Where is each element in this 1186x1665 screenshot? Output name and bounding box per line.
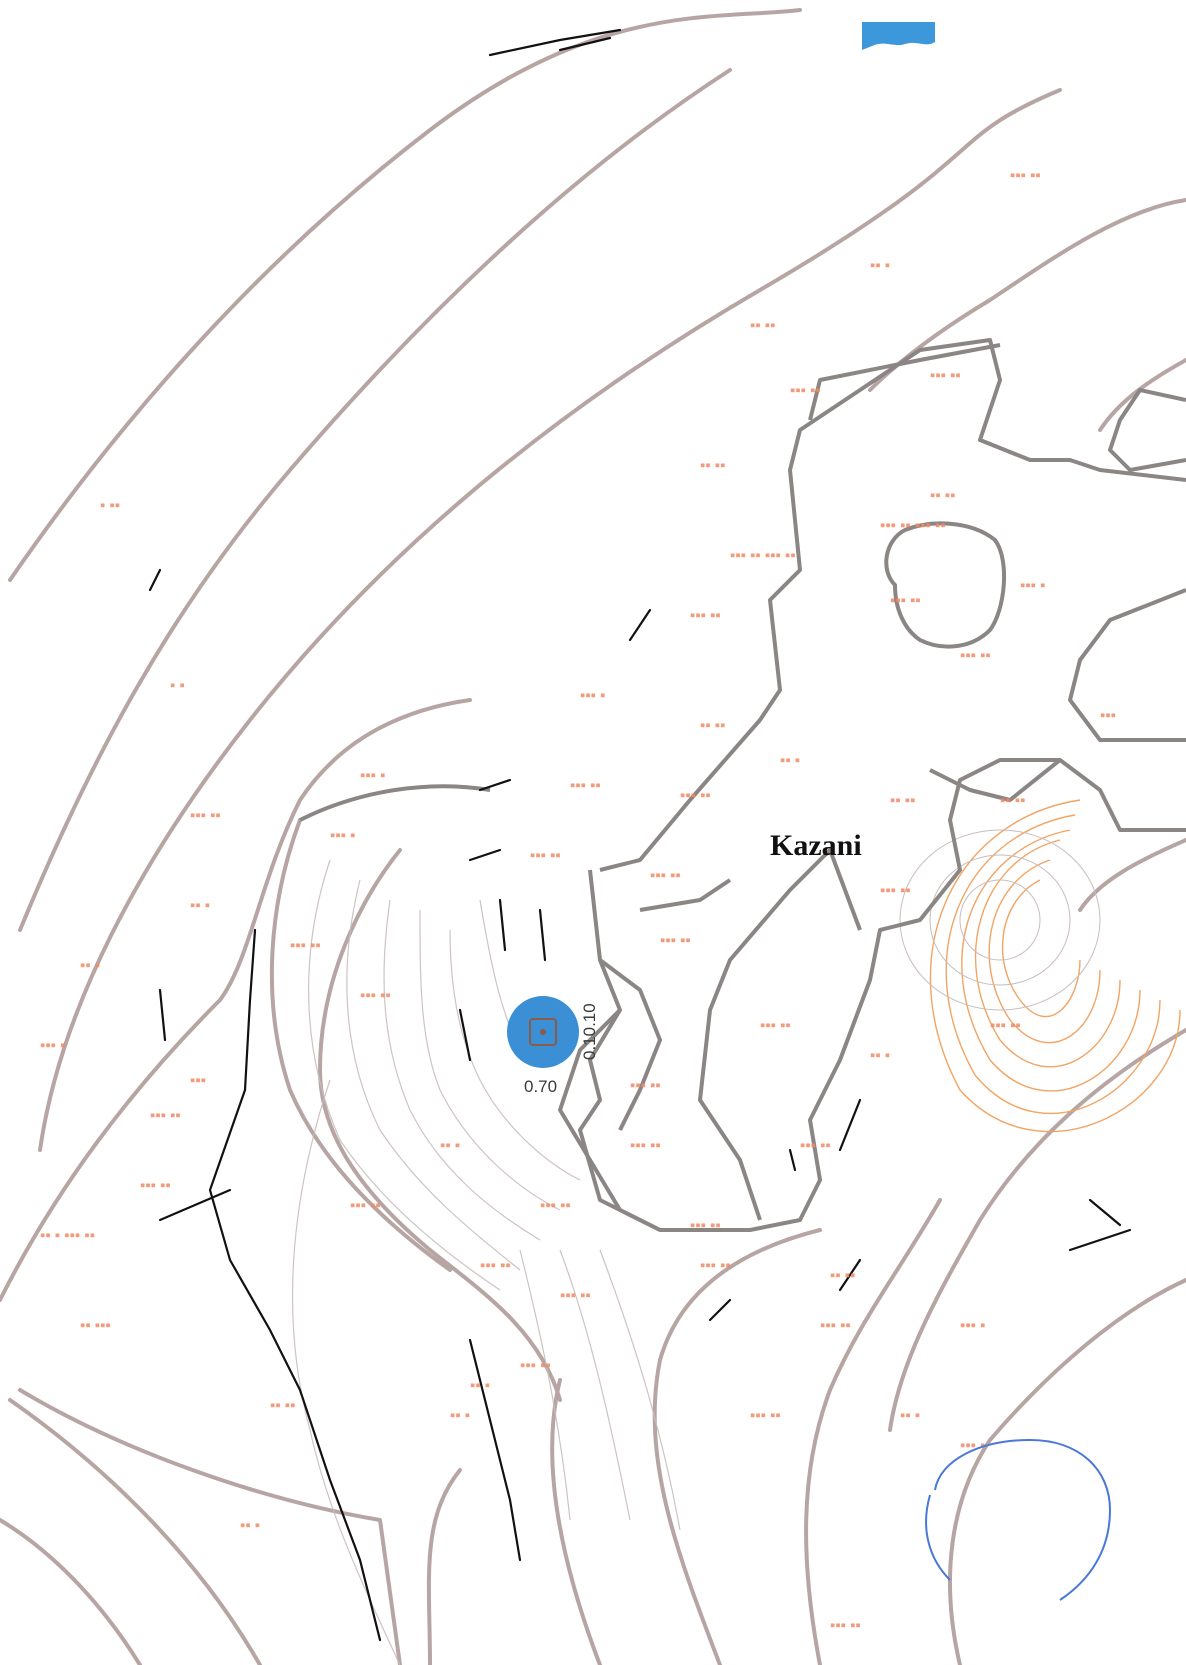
svg-text:▪▪ ▪: ▪▪ ▪ bbox=[900, 1407, 920, 1424]
svg-text:▪▪▪ ▪▪: ▪▪▪ ▪▪ bbox=[570, 777, 601, 794]
svg-text:▪▪▪ ▪▪ ▪▪▪ ▪▪: ▪▪▪ ▪▪ ▪▪▪ ▪▪ bbox=[880, 517, 946, 534]
svg-text:▪▪▪ ▪▪: ▪▪▪ ▪▪ bbox=[690, 607, 721, 624]
svg-text:▪▪▪ ▪▪: ▪▪▪ ▪▪ bbox=[140, 1177, 171, 1194]
svg-text:▪▪▪ ▪▪: ▪▪▪ ▪▪ bbox=[700, 1257, 731, 1274]
svg-text:▪▪▪ ▪▪: ▪▪▪ ▪▪ bbox=[990, 1017, 1021, 1034]
stamp-seal-icon bbox=[925, 1438, 1112, 1601]
svg-text:▪▪ ▪▪: ▪▪ ▪▪ bbox=[700, 457, 725, 474]
svg-text:▪▪ ▪▪▪: ▪▪ ▪▪▪ bbox=[80, 1317, 111, 1334]
svg-text:▪▪▪ ▪▪: ▪▪▪ ▪▪ bbox=[360, 987, 391, 1004]
svg-text:▪▪▪ ▪▪: ▪▪▪ ▪▪ bbox=[790, 382, 821, 399]
svg-text:▪▪▪ ▪▪: ▪▪▪ ▪▪ bbox=[150, 1107, 181, 1124]
minor-contours bbox=[292, 859, 681, 1665]
elevation-labels: ▪▪▪ ▪▪ ▪▪ ▪ ▪▪ ▪▪ ▪▪▪ ▪▪ ▪▪▪ ▪▪ ▪▪ ▪▪ ▪▪… bbox=[40, 167, 1116, 1634]
svg-text:▪▪▪ ▪▪: ▪▪▪ ▪▪ bbox=[190, 807, 221, 824]
svg-text:▪▪ ▪: ▪▪ ▪ bbox=[80, 957, 100, 974]
svg-text:▪▪▪: ▪▪▪ bbox=[1100, 707, 1116, 724]
svg-text:▪▪ ▪: ▪▪ ▪ bbox=[470, 1377, 490, 1394]
svg-text:▪▪▪ ▪▪: ▪▪▪ ▪▪ bbox=[960, 647, 991, 664]
svg-text:▪▪ ▪▪: ▪▪ ▪▪ bbox=[890, 792, 915, 809]
parcel-boundaries bbox=[299, 338, 1186, 1232]
place-name: Kazani bbox=[770, 829, 862, 862]
svg-text:▪▪ ▪▪: ▪▪ ▪▪ bbox=[750, 317, 775, 334]
svg-text:▪▪▪ ▪▪: ▪▪▪ ▪▪ bbox=[690, 1217, 721, 1234]
scanned-ink-lines bbox=[148, 28, 1132, 1642]
svg-text:▪▪ ▪: ▪▪ ▪ bbox=[190, 897, 210, 914]
orange-hill-arcs bbox=[899, 799, 1181, 1133]
marker-label-right: 0.10.10 bbox=[580, 1003, 599, 1060]
corner-flag-icon bbox=[862, 22, 935, 50]
major-contours bbox=[0, 8, 1186, 1665]
svg-text:▪▪▪ ▪▪: ▪▪▪ ▪▪ bbox=[350, 1197, 381, 1214]
svg-text:▪▪▪ ▪▪: ▪▪▪ ▪▪ bbox=[480, 1257, 511, 1274]
svg-text:▪▪▪ ▪▪: ▪▪▪ ▪▪ bbox=[890, 592, 921, 609]
svg-text:▪▪▪ ▪: ▪▪▪ ▪ bbox=[360, 767, 385, 784]
svg-text:▪▪ ▪: ▪▪ ▪ bbox=[450, 1407, 470, 1424]
svg-text:▪▪▪ ▪: ▪▪▪ ▪ bbox=[580, 687, 605, 704]
svg-text:▪▪ ▪▪: ▪▪ ▪▪ bbox=[830, 1267, 855, 1284]
point-marker-icon bbox=[529, 1018, 557, 1046]
svg-text:▪▪▪ ▪▪: ▪▪▪ ▪▪ bbox=[1010, 167, 1041, 184]
location-marker[interactable] bbox=[507, 996, 579, 1068]
svg-text:▪ ▪: ▪ ▪ bbox=[170, 677, 185, 694]
svg-text:▪▪▪ ▪▪: ▪▪▪ ▪▪ bbox=[800, 1137, 831, 1154]
svg-text:▪▪ ▪: ▪▪ ▪ bbox=[780, 752, 800, 769]
svg-text:▪▪ ▪: ▪▪ ▪ bbox=[870, 1047, 890, 1064]
svg-text:▪▪ ▪ ▪▪▪ ▪▪: ▪▪ ▪ ▪▪▪ ▪▪ bbox=[40, 1227, 95, 1244]
svg-text:▪▪▪ ▪▪: ▪▪▪ ▪▪ bbox=[530, 847, 561, 864]
svg-text:▪▪▪ ▪: ▪▪▪ ▪ bbox=[960, 1437, 985, 1454]
svg-text:▪▪▪ ▪▪: ▪▪▪ ▪▪ bbox=[660, 932, 691, 949]
svg-text:▪▪▪ ▪: ▪▪▪ ▪ bbox=[40, 1037, 65, 1054]
svg-text:▪▪▪ ▪▪ ▪▪▪ ▪▪: ▪▪▪ ▪▪ ▪▪▪ ▪▪ bbox=[730, 547, 796, 564]
svg-text:▪▪▪ ▪▪: ▪▪▪ ▪▪ bbox=[540, 1197, 571, 1214]
svg-text:▪▪▪ ▪▪: ▪▪▪ ▪▪ bbox=[680, 787, 711, 804]
svg-text:▪▪▪: ▪▪▪ bbox=[190, 1072, 206, 1089]
svg-text:▪▪▪ ▪▪: ▪▪▪ ▪▪ bbox=[750, 1407, 781, 1424]
svg-text:▪▪ ▪▪: ▪▪ ▪▪ bbox=[270, 1397, 295, 1414]
svg-text:▪▪ ▪▪: ▪▪ ▪▪ bbox=[930, 487, 955, 504]
svg-text:▪▪▪ ▪: ▪▪▪ ▪ bbox=[960, 1317, 985, 1334]
svg-text:▪▪ ▪▪: ▪▪ ▪▪ bbox=[1000, 792, 1025, 809]
svg-text:▪▪▪ ▪▪: ▪▪▪ ▪▪ bbox=[630, 1077, 661, 1094]
marker-label-bottom: 0.70 bbox=[524, 1077, 557, 1096]
svg-text:▪▪▪ ▪: ▪▪▪ ▪ bbox=[1020, 577, 1045, 594]
svg-text:▪▪ ▪▪: ▪▪ ▪▪ bbox=[700, 717, 725, 734]
svg-text:▪▪▪ ▪▪: ▪▪▪ ▪▪ bbox=[290, 937, 321, 954]
svg-text:▪▪▪ ▪▪: ▪▪▪ ▪▪ bbox=[820, 1317, 851, 1334]
svg-text:▪▪▪ ▪▪: ▪▪▪ ▪▪ bbox=[520, 1357, 551, 1374]
svg-text:▪▪▪ ▪▪: ▪▪▪ ▪▪ bbox=[560, 1287, 591, 1304]
svg-text:▪▪▪ ▪: ▪▪▪ ▪ bbox=[330, 827, 355, 844]
svg-text:▪▪ ▪: ▪▪ ▪ bbox=[240, 1517, 260, 1534]
svg-text:▪▪▪ ▪▪: ▪▪▪ ▪▪ bbox=[760, 1017, 791, 1034]
svg-text:▪▪ ▪: ▪▪ ▪ bbox=[440, 1137, 460, 1154]
svg-text:▪▪▪ ▪▪: ▪▪▪ ▪▪ bbox=[630, 1137, 661, 1154]
svg-text:▪▪ ▪: ▪▪ ▪ bbox=[870, 257, 890, 274]
svg-text:▪▪▪ ▪▪: ▪▪▪ ▪▪ bbox=[880, 882, 911, 899]
svg-text:▪▪▪ ▪▪: ▪▪▪ ▪▪ bbox=[830, 1617, 861, 1634]
svg-text:▪ ▪▪: ▪ ▪▪ bbox=[100, 497, 120, 514]
svg-text:▪▪▪ ▪▪: ▪▪▪ ▪▪ bbox=[650, 867, 681, 884]
svg-text:▪▪▪ ▪▪: ▪▪▪ ▪▪ bbox=[930, 367, 961, 384]
